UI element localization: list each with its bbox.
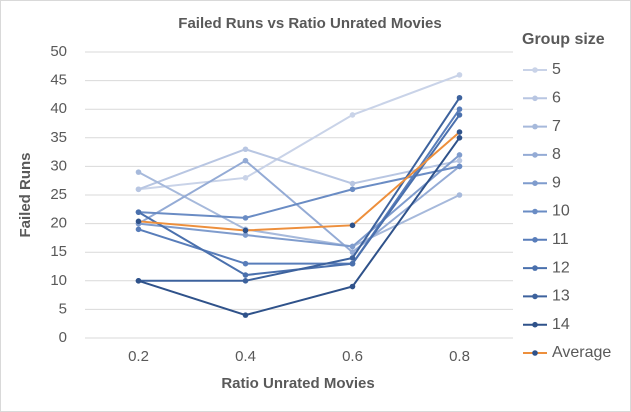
series-line <box>138 137 461 317</box>
data-point <box>135 226 142 233</box>
legend-label: 10 <box>552 203 570 220</box>
legend-marker <box>532 180 538 186</box>
data-point <box>456 152 463 158</box>
legend-marker <box>532 265 538 271</box>
legend-marker <box>532 123 538 130</box>
x-tick-label: 0.8 <box>449 348 470 365</box>
legend-marker <box>532 208 538 215</box>
y-tick-label: 30 <box>50 157 67 174</box>
data-point <box>456 157 463 164</box>
data-point <box>242 175 249 181</box>
chart-title: Failed Runs vs Ratio Unrated Movies <box>178 15 441 32</box>
series-line <box>138 108 461 265</box>
data-point <box>242 215 249 221</box>
y-tick-label: 35 <box>50 129 67 146</box>
data-point <box>456 106 463 112</box>
data-point <box>242 260 249 267</box>
legend-label: Average <box>552 344 611 361</box>
data-point <box>242 157 249 164</box>
y-tick-label: 0 <box>59 329 67 346</box>
legend-label: 5 <box>552 61 561 78</box>
legend-marker <box>532 321 538 328</box>
y-tick-label: 15 <box>50 243 67 260</box>
data-point <box>135 218 142 225</box>
data-point <box>135 169 142 175</box>
data-point <box>135 209 142 215</box>
data-point <box>349 249 356 255</box>
legend-marker <box>532 95 538 102</box>
legend-marker <box>532 67 538 73</box>
y-axis-title: Failed Runs <box>17 152 34 237</box>
data-point <box>456 135 463 141</box>
y-tick-label: 45 <box>50 72 67 89</box>
data-point <box>456 129 463 135</box>
x-tick-label: 0.4 <box>235 348 256 365</box>
y-tick-label: 20 <box>50 215 67 232</box>
x-tick-label: 0.2 <box>128 348 149 365</box>
series-line <box>138 148 460 191</box>
data-point <box>349 260 356 267</box>
legend-label: 6 <box>552 90 561 107</box>
legend-label: 7 <box>552 118 561 135</box>
data-point <box>349 180 356 187</box>
legend-marker <box>532 350 538 356</box>
data-point <box>349 255 356 261</box>
data-point <box>242 227 249 234</box>
series-line <box>137 159 461 254</box>
series-line <box>138 171 460 248</box>
legend-marker <box>532 152 538 158</box>
y-tick-label: 25 <box>50 186 67 203</box>
data-point <box>456 94 463 101</box>
legend-label: 14 <box>552 316 570 333</box>
data-point <box>349 112 356 118</box>
legend-label: 11 <box>552 231 569 248</box>
y-tick-label: 40 <box>50 100 67 117</box>
y-tick-label: 50 <box>50 43 67 60</box>
y-tick-label: 5 <box>59 300 67 317</box>
data-point <box>349 283 356 290</box>
series-line <box>138 131 461 232</box>
x-axis-title: Ratio Unrated Movies <box>221 375 374 392</box>
data-point <box>242 278 249 284</box>
data-point <box>349 222 356 229</box>
data-point <box>456 192 463 198</box>
data-point <box>135 278 142 284</box>
legend-label: 9 <box>552 174 561 191</box>
x-tick-label: 0.6 <box>342 348 363 365</box>
series-line <box>138 73 460 191</box>
data-point <box>349 186 356 193</box>
data-point <box>349 243 356 250</box>
data-point <box>456 112 463 118</box>
data-point <box>135 186 142 193</box>
data-point <box>456 72 463 78</box>
data-point <box>242 146 249 153</box>
legend-label: 8 <box>552 146 561 163</box>
data-point <box>242 312 249 318</box>
y-tick-label: 10 <box>50 272 67 289</box>
data-point <box>242 272 249 278</box>
data-point <box>242 232 249 238</box>
data-point <box>456 163 463 170</box>
legend-label: 13 <box>552 288 570 305</box>
legend-marker <box>532 237 538 243</box>
series-line <box>138 154 461 248</box>
legend-marker <box>532 293 538 300</box>
legend-title: Group size <box>522 31 605 48</box>
legend-label: 12 <box>552 259 570 276</box>
